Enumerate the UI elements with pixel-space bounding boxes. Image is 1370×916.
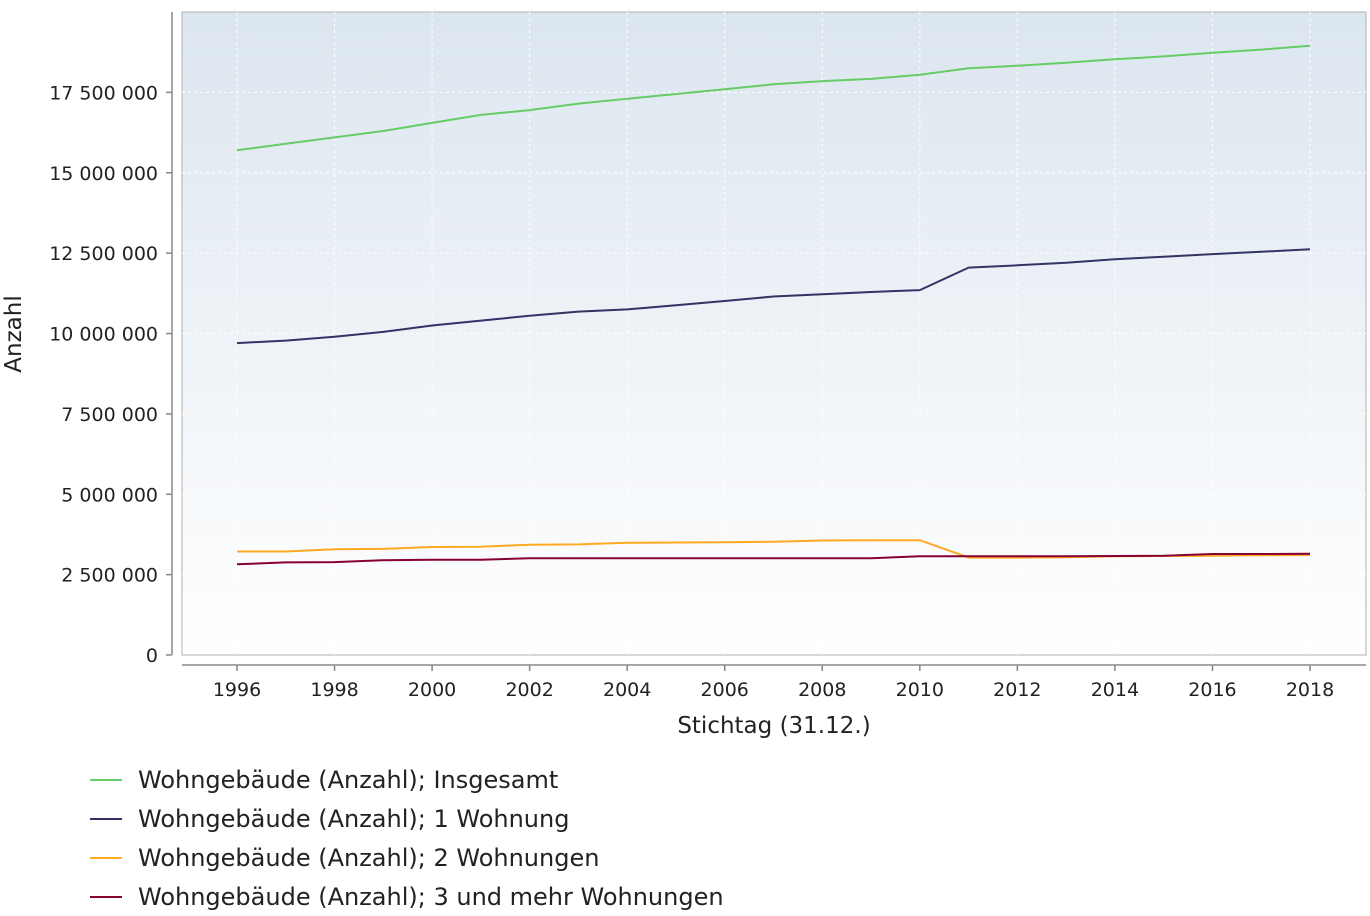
legend-item: Wohngebäude (Anzahl); 1 Wohnung [90,799,724,838]
legend-label: Wohngebäude (Anzahl); Insgesamt [138,765,559,794]
x-tick-label: 2004 [603,679,651,701]
x-axis-ticks: 1996 1998 2000 2002 2004 2006 2008 2010 2012 2014… [213,665,1334,701]
y-tick-label: 10 000 000 [49,324,158,346]
y-axis-ticks: 0 2 500 000 5 000 000 7 500 000 10 000 000 12… [49,82,172,667]
x-tick-label: 2010 [896,679,944,701]
x-axis-title: Stichtag (31.12.) [677,713,870,739]
y-tick-label: 17 500 000 [49,82,158,104]
legend-label: Wohngebäude (Anzahl); 2 Wohnungen [138,843,600,872]
x-tick-label: 2006 [701,679,749,701]
grid-lines [182,12,1366,655]
x-tick-label: 2014 [1091,679,1139,701]
legend-item: Wohngebäude (Anzahl); Insgesamt [90,760,724,799]
x-tick-label: 2002 [505,679,553,701]
series-line-1 [236,44,1311,152]
y-tick-label: 12 500 000 [49,243,158,265]
y-axis-title: Anzahl [1,295,27,372]
y-tick-label: 15 000 000 [49,163,158,185]
x-tick-label: 2012 [993,679,1041,701]
x-tick-label: 1998 [310,679,358,701]
legend-item: Wohngebäude (Anzahl); 3 und mehr Wohnung… [90,877,724,916]
legend-item: Wohngebäude (Anzahl); 2 Wohnungen [90,838,724,877]
x-tick-label: 2008 [798,679,846,701]
legend-swatch [90,895,122,898]
y-tick-label: 0 [146,645,158,667]
legend-label: Wohngebäude (Anzahl); 3 und mehr Wohnung… [138,882,724,911]
legend-label: Wohngebäude (Anzahl); 1 Wohnung [138,804,570,833]
legend-swatch [90,817,122,820]
x-tick-label: 2018 [1286,679,1334,701]
x-tick-label: 1996 [213,679,261,701]
y-tick-label: 5 000 000 [61,484,158,506]
line-chart: 0 2 500 000 5 000 000 7 500 000 10 000 000 12… [1,11,1367,739]
y-tick-label: 7 500 000 [61,404,158,426]
legend-swatch [90,856,122,859]
y-tick-label: 2 500 000 [61,565,158,587]
series-line-2 [236,248,1311,345]
legend-swatch [90,778,122,781]
x-tick-label: 2000 [408,679,456,701]
series-line-4 [236,552,1311,566]
x-tick-label: 2016 [1188,679,1236,701]
chart-legend: Wohngebäude (Anzahl); Insgesamt Wohngebäu… [90,760,724,916]
series-lines [236,44,1311,566]
